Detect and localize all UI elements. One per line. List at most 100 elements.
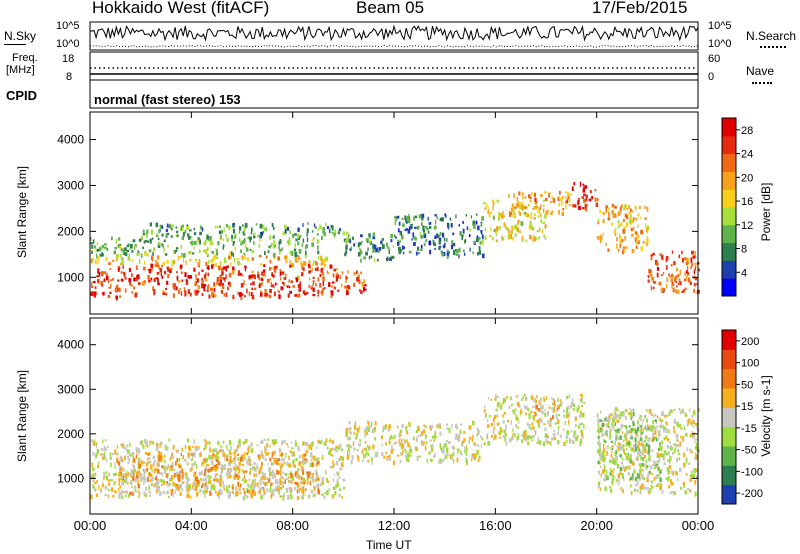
data-cell [121, 259, 124, 265]
data-cell [456, 449, 459, 455]
data-cell [290, 441, 293, 444]
data-cell [349, 421, 351, 425]
data-cell [418, 214, 422, 219]
data-cell [320, 256, 323, 260]
data-cell [118, 478, 121, 482]
data-cell [578, 197, 580, 201]
data-cell [598, 430, 601, 434]
data-cell [565, 200, 568, 204]
data-cell [644, 448, 647, 454]
data-cell [118, 472, 121, 477]
data-cell [90, 258, 93, 264]
data-cell [575, 436, 578, 441]
data-cell [122, 264, 124, 269]
data-cell [399, 442, 402, 447]
data-cell [248, 478, 251, 481]
data-cell [284, 229, 287, 234]
data-cell [671, 273, 674, 277]
y-tick-label: 3000 [57, 382, 84, 396]
data-cell [102, 439, 104, 444]
data-cell [217, 467, 219, 470]
data-cell [119, 468, 121, 473]
data-cell [647, 275, 650, 278]
data-cell [535, 404, 538, 410]
data-cell [498, 216, 501, 221]
data-cell [173, 483, 177, 486]
data-cell [434, 235, 437, 239]
data-cell [116, 457, 119, 462]
data-cell [253, 287, 257, 291]
data-cell [136, 475, 139, 479]
data-cell [503, 412, 506, 415]
data-cell [492, 216, 495, 220]
data-cell [535, 236, 538, 241]
data-cell [228, 440, 232, 445]
data-cell [554, 404, 556, 408]
colorbar-segment [722, 388, 736, 408]
data-cell [235, 463, 237, 468]
data-cell [483, 201, 486, 205]
data-cell [390, 233, 393, 239]
data-cell [375, 248, 378, 253]
colorbar-segment [722, 330, 736, 350]
data-cell [331, 225, 334, 230]
data-cell [294, 464, 296, 468]
data-cell [182, 232, 185, 237]
data-cell [623, 246, 625, 249]
data-cell [638, 451, 642, 454]
data-cell [142, 229, 145, 234]
data-cell [657, 430, 661, 434]
data-cell [573, 182, 576, 186]
data-cell [653, 430, 656, 436]
data-cell [581, 393, 583, 399]
data-cell [129, 442, 131, 448]
data-cell [358, 246, 360, 250]
data-cell [138, 250, 140, 255]
data-cell [251, 250, 255, 254]
data-cell [209, 448, 212, 453]
data-cell [103, 475, 105, 481]
data-cell [271, 491, 273, 496]
data-cell [213, 254, 217, 259]
data-cell [639, 432, 643, 437]
data-cell [657, 483, 660, 487]
data-cell [156, 474, 158, 477]
data-cell [204, 458, 206, 463]
data-cell [209, 446, 211, 449]
data-cell [191, 463, 195, 467]
data-cell [266, 477, 269, 481]
data-cell [627, 472, 629, 475]
data-cell [506, 226, 508, 231]
data-cell [659, 456, 661, 462]
data-cell [387, 426, 390, 432]
data-cell [448, 428, 451, 433]
data-cell [553, 400, 556, 406]
colorbar-segment [722, 260, 736, 279]
data-cell [666, 265, 668, 270]
data-cell [523, 393, 526, 397]
data-cell [606, 474, 608, 479]
data-cell [451, 457, 454, 461]
data-cell [483, 442, 486, 446]
data-cell [181, 487, 184, 491]
data-cell [229, 452, 233, 455]
data-cell [550, 441, 552, 446]
data-cell [678, 278, 681, 283]
data-cell [390, 255, 393, 258]
data-cell [656, 438, 658, 442]
data-cell [196, 446, 199, 452]
data-cell [652, 425, 655, 429]
data-cell [215, 262, 217, 267]
data-cell [242, 469, 244, 472]
data-cell [150, 267, 153, 271]
data-cell [184, 472, 188, 475]
data-cell [155, 481, 158, 487]
data-cell [631, 447, 635, 452]
data-cell [408, 213, 410, 218]
data-cell [650, 256, 653, 261]
data-cell [510, 234, 512, 239]
data-cell [101, 456, 105, 460]
data-cell [597, 449, 600, 453]
data-cell [666, 466, 670, 472]
data-cell [658, 447, 660, 451]
